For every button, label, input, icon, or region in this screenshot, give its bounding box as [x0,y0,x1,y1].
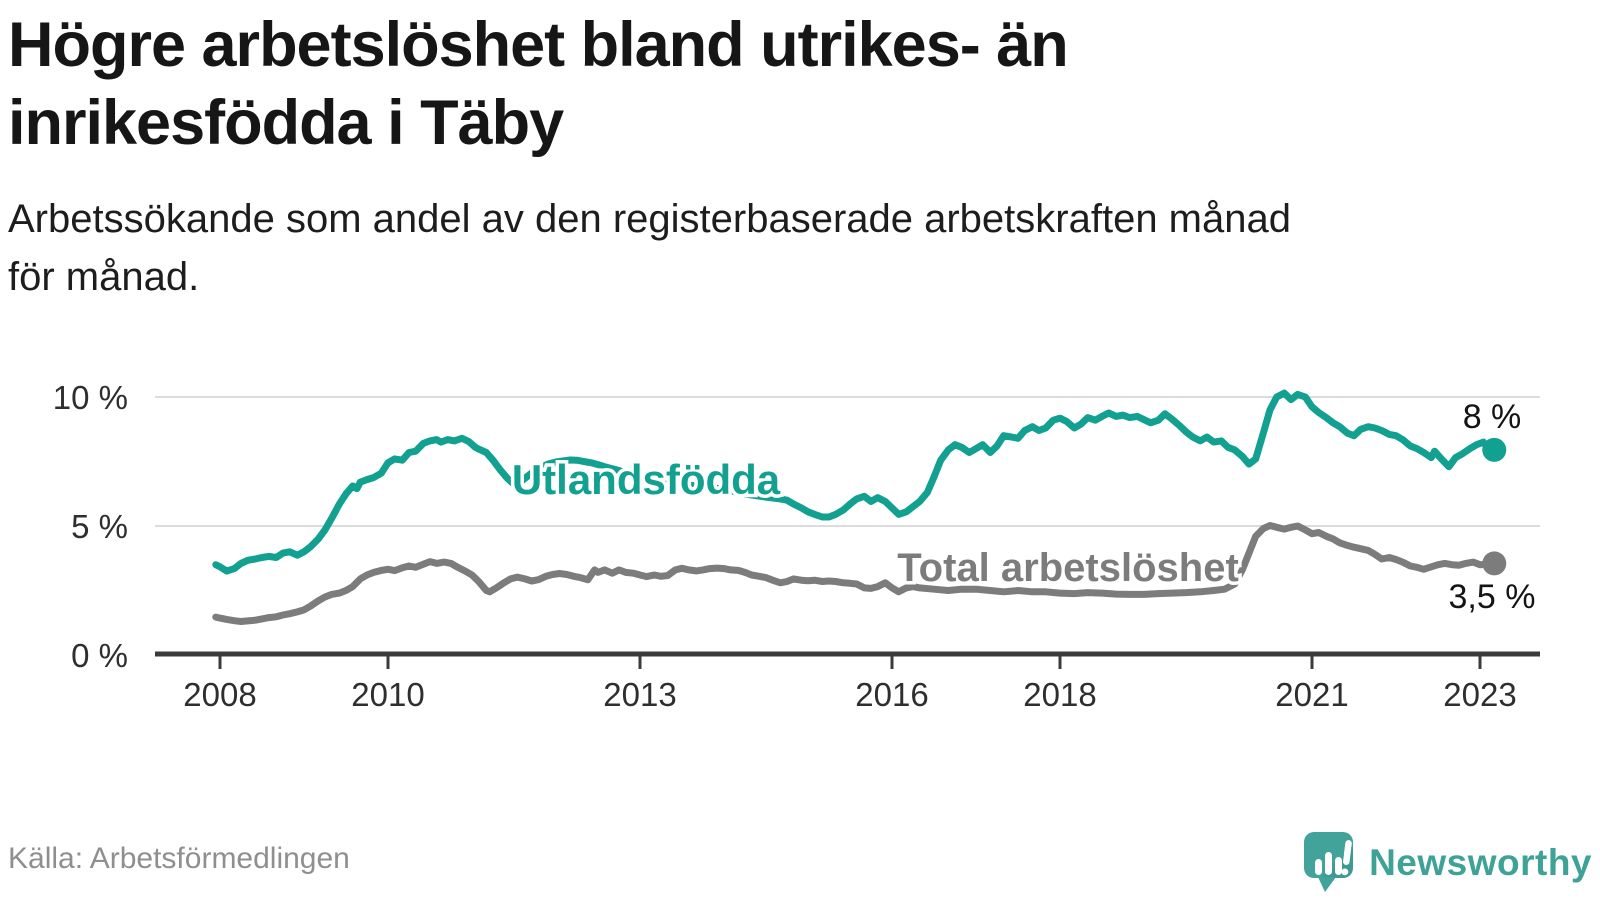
end-value-total: 3,5 % [1449,578,1536,616]
title-line-2: inrikesfödda i Täby [8,88,564,158]
newsworthy-logo-icon [1304,832,1354,892]
data-series [212,389,1507,625]
y-axis-label-10: 10 % [53,379,128,416]
y-axis-label-0: 0 % [71,637,128,674]
x-axis-label-2008: 2008 [183,676,256,713]
series-endpoint-utlandsfödda [1482,437,1507,462]
newsworthy-logo-text: Newsworthy [1369,842,1592,883]
end-value-utlandsfodda: 8 % [1463,398,1522,436]
line-chart: 0 % 5 % 10 % 2008 2010 2013 2016 2018 2021 2023 U… [53,379,1540,713]
title-line-1: Högre arbetslöshet bland utrikes- än [8,10,1069,80]
x-axis-label-2021: 2021 [1275,676,1348,713]
series-line-utlandsfödda [212,389,1498,575]
x-axis-label-2023: 2023 [1443,676,1516,713]
newsworthy-logo: Newsworthy [1303,828,1592,898]
subtitle-line-2: för månad. [8,255,200,299]
series-label-utlandsfodda: Utlandsfödda [512,456,781,503]
end-value-labels: 8 % 3,5 % [1449,398,1536,616]
series-labels: Utlandsfödda Total arbetslöshet [508,453,1242,594]
source-note: Källa: Arbetsförmedlingen [8,842,350,875]
axes: 0 % 5 % 10 % 2008 2010 2013 2016 2018 2021 2023 [53,379,1540,713]
subtitle-line-1: Arbetssökande som andel av den registerb… [8,197,1291,241]
page-title: Högre arbetslöshet bland utrikes- än inr… [8,6,1069,162]
x-axis-label-2013: 2013 [603,676,676,713]
y-axis-label-5: 5 % [71,508,128,545]
x-axis-label-2016: 2016 [855,676,928,713]
chart-subtitle: Arbetssökande som andel av den registerb… [8,190,1291,306]
x-axis-label-2018: 2018 [1023,676,1096,713]
series-label-total: Total arbetslöshet [897,546,1239,590]
series-line-total-arbetslöshet [212,522,1498,625]
series-endpoint-total-arbetslöshet [1482,551,1507,576]
x-axis-label-2010: 2010 [351,676,424,713]
